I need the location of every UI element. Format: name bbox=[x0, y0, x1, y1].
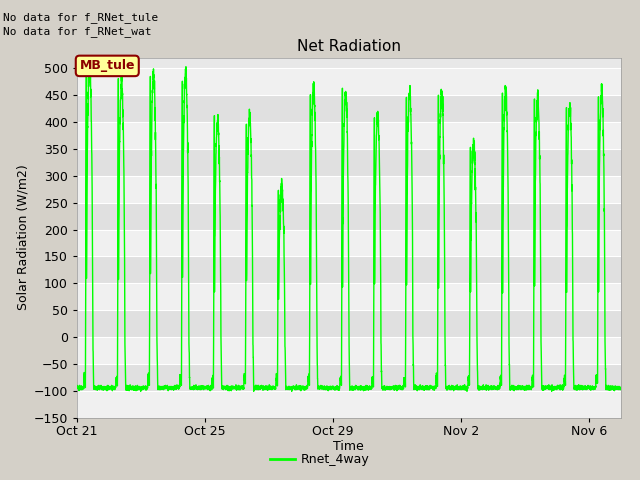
Y-axis label: Solar Radiation (W/m2): Solar Radiation (W/m2) bbox=[16, 165, 29, 311]
Bar bbox=[77, 176, 621, 203]
Legend: Rnet_4way: Rnet_4way bbox=[265, 448, 375, 471]
Bar bbox=[77, 203, 621, 229]
Bar bbox=[77, 256, 621, 283]
Bar bbox=[77, 310, 621, 337]
Bar bbox=[77, 337, 621, 364]
X-axis label: Time: Time bbox=[333, 440, 364, 453]
Text: MB_tule: MB_tule bbox=[79, 60, 135, 72]
Bar bbox=[77, 95, 621, 122]
Bar bbox=[77, 149, 621, 176]
Text: No data for f_RNet_wat: No data for f_RNet_wat bbox=[3, 26, 152, 37]
Bar bbox=[77, 229, 621, 256]
Title: Net Radiation: Net Radiation bbox=[297, 39, 401, 54]
Text: No data for f_RNet_tule: No data for f_RNet_tule bbox=[3, 12, 159, 23]
Bar bbox=[77, 391, 621, 418]
Bar bbox=[77, 122, 621, 149]
Bar bbox=[77, 364, 621, 391]
Bar bbox=[77, 283, 621, 310]
Bar bbox=[77, 68, 621, 95]
